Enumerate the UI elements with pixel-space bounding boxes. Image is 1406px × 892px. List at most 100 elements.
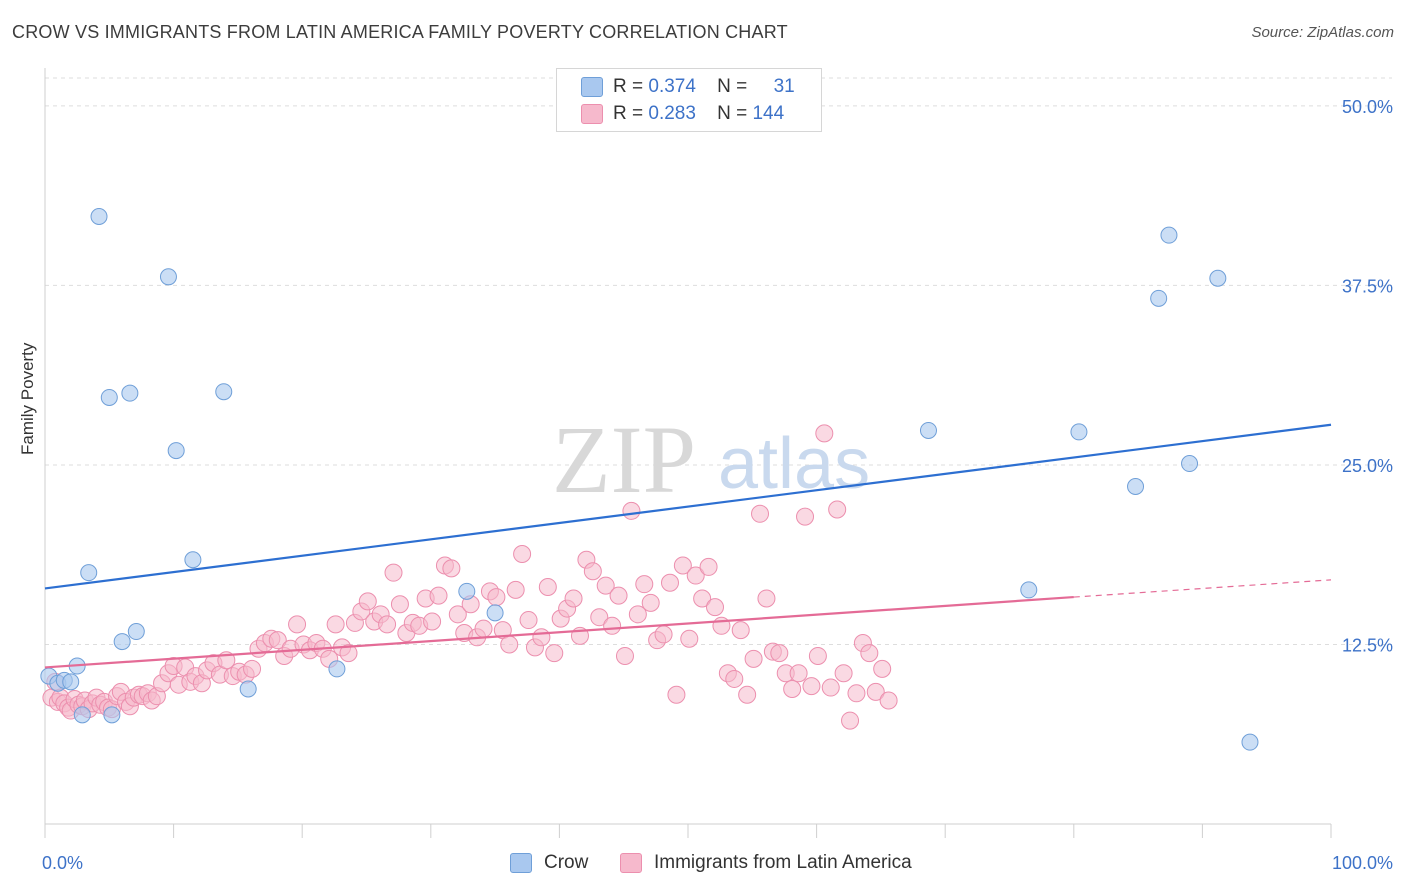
crow-point [127,623,145,641]
crow-point [1209,269,1227,287]
latin-point [519,611,538,630]
latin-trend-extension [1073,579,1332,598]
latin-point [487,588,506,607]
latin-point [326,615,345,634]
crow-swatch [581,77,603,97]
bottom-legend-latin: Immigrants from Latin America [620,852,912,874]
legend-crow-r: 0.374 [648,76,696,97]
latin-point [545,644,564,663]
legend-latin-n: 144 [752,103,785,124]
crow-point [486,604,504,622]
crow-point [239,680,257,698]
trend-lines [44,423,1332,669]
crow-point [62,673,80,691]
y-tick-label-0: 12.5% [1342,635,1393,655]
latin-point [660,573,679,592]
latin-point [564,589,583,608]
latin-point [828,500,847,519]
latin-point [506,580,525,599]
crow-point [1241,733,1259,751]
source-label: Source: ZipAtlas.com [1251,24,1394,41]
chart-title: CROW VS IMMIGRANTS FROM LATIN AMERICA FA… [12,22,788,42]
latin-point [783,679,802,698]
legend-latin-r: 0.283 [648,103,696,124]
crow-point [167,442,185,460]
latin-point [667,685,686,704]
latin-point [751,504,770,523]
latin-point [815,424,834,443]
latin-series-points [42,424,898,730]
latin-point [635,575,654,594]
latin-point [879,691,898,710]
latin-legend-label: Immigrants from Latin America [654,852,912,873]
crow-trend-line [44,423,1332,590]
latin-point [628,605,647,624]
y-tick-label-1: 25.0% [1342,456,1393,476]
latin-point [583,562,602,581]
watermark-atlas: atlas [718,424,870,504]
latin-point [699,557,718,576]
y-tick-label-2: 37.5% [1342,276,1393,296]
latin-point [847,684,866,703]
crow-point [458,582,476,600]
latin-point [841,711,860,730]
latin-point [288,615,307,634]
latin-point [654,625,673,644]
tick-labels: 12.5% 25.0% 37.5% 50.0% 0.0% 100.0% [42,97,1393,873]
latin-point [796,507,815,526]
crow-point [184,551,202,569]
latin-point [808,646,827,665]
crow-point [1070,423,1088,441]
latin-point [448,605,467,624]
latin-point [680,629,699,648]
latin-point [731,621,750,640]
bottom-legend-crow: Crow [510,852,588,874]
latin-point [268,631,287,650]
latin-point [378,615,397,634]
latin-point [442,559,461,578]
latin-point [622,501,641,520]
watermark-zip: ZIP [552,406,696,513]
latin-point [500,635,519,654]
latin-point [390,595,409,614]
latin-point [423,612,442,631]
crow-point [90,207,108,225]
latin-point [802,677,821,696]
latin-point [641,593,660,612]
legend-box: R = 0.374 N = 31 R = 0.283 N = 144 [556,68,822,132]
x-tick-label-0: 0.0% [42,853,83,873]
latin-point [609,586,628,605]
crow-point [113,633,131,651]
latin-point [339,644,358,663]
latin-point [757,589,776,608]
latin-point [429,586,448,605]
legend-r-label: R = [613,103,644,124]
latin-point [693,589,712,608]
latin-point [243,659,262,678]
legend-n-label: N = [717,103,748,124]
crow-point [1127,477,1145,495]
watermark: ZIP atlas [552,406,870,513]
latin-point [738,685,757,704]
latin-point [513,544,532,563]
grid-lines [45,77,1392,645]
crow-point [215,383,233,401]
latin-point [384,563,403,582]
latin-point [686,566,705,585]
latin-point [603,616,622,635]
crow-point [1160,226,1178,244]
latin-legend-swatch [620,853,642,873]
latin-point [725,669,744,688]
crow-point [73,706,91,724]
crow-point [919,421,937,439]
crow-point [159,268,177,286]
latin-point [358,592,377,611]
crow-legend-label: Crow [544,852,589,873]
crow-point [80,564,98,582]
crow-legend-swatch [510,853,532,873]
latin-point [860,644,879,663]
y-tick-label-3: 50.0% [1342,97,1393,117]
crow-point [1020,581,1038,599]
crow-series-points [40,207,1259,751]
